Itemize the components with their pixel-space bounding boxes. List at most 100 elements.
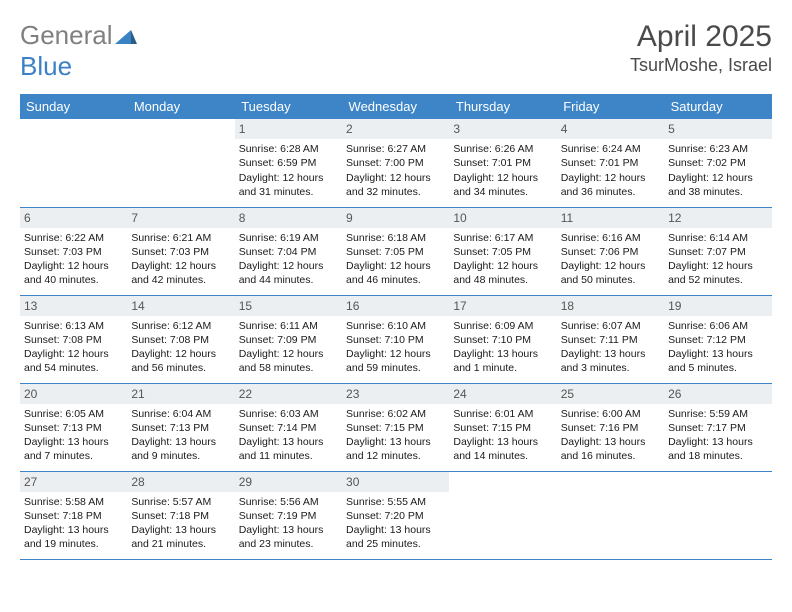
daylight-text: Daylight: 12 hours	[346, 171, 445, 185]
weekday-header: Sunday	[20, 94, 127, 119]
daylight-text: Daylight: 13 hours	[453, 347, 552, 361]
daylight-text: Daylight: 12 hours	[346, 259, 445, 273]
day-number: 18	[557, 296, 664, 316]
day-number: 4	[557, 119, 664, 139]
daylight-text: and 38 minutes.	[668, 185, 767, 199]
sunrise-text: Sunrise: 6:26 AM	[453, 142, 552, 156]
daylight-text: and 16 minutes.	[561, 449, 660, 463]
daylight-text: Daylight: 12 hours	[239, 259, 338, 273]
day-number: 26	[664, 384, 771, 404]
daylight-text: and 48 minutes.	[453, 273, 552, 287]
sunset-text: Sunset: 6:59 PM	[239, 156, 338, 170]
daylight-text: Daylight: 12 hours	[561, 171, 660, 185]
day-number: 8	[235, 208, 342, 228]
daylight-text: and 52 minutes.	[668, 273, 767, 287]
sunrise-text: Sunrise: 6:27 AM	[346, 142, 445, 156]
sunset-text: Sunset: 7:15 PM	[453, 421, 552, 435]
daylight-text: Daylight: 12 hours	[668, 171, 767, 185]
day-number: 29	[235, 472, 342, 492]
calendar-day-cell	[449, 471, 556, 559]
title-block: April 2025 TsurMoshe, Israel	[630, 20, 772, 76]
sunrise-text: Sunrise: 6:10 AM	[346, 319, 445, 333]
calendar-day-cell: 17Sunrise: 6:09 AMSunset: 7:10 PMDayligh…	[449, 295, 556, 383]
daylight-text: and 19 minutes.	[24, 537, 123, 551]
daylight-text: Daylight: 12 hours	[453, 171, 552, 185]
sunset-text: Sunset: 7:11 PM	[561, 333, 660, 347]
day-number: 12	[664, 208, 771, 228]
day-number: 19	[664, 296, 771, 316]
header: General Blue April 2025 TsurMoshe, Israe…	[20, 20, 772, 82]
sunrise-text: Sunrise: 6:09 AM	[453, 319, 552, 333]
calendar-day-cell: 18Sunrise: 6:07 AMSunset: 7:11 PMDayligh…	[557, 295, 664, 383]
day-number: 9	[342, 208, 449, 228]
daylight-text: and 31 minutes.	[239, 185, 338, 199]
calendar-day-cell: 24Sunrise: 6:01 AMSunset: 7:15 PMDayligh…	[449, 383, 556, 471]
sunrise-text: Sunrise: 5:56 AM	[239, 495, 338, 509]
day-number: 22	[235, 384, 342, 404]
sunrise-text: Sunrise: 6:03 AM	[239, 407, 338, 421]
calendar-day-cell: 8 Sunrise: 6:19 AMSunset: 7:04 PMDaylight…	[235, 207, 342, 295]
sunrise-text: Sunrise: 6:19 AM	[239, 231, 338, 245]
brand-part2: Blue	[20, 51, 72, 81]
sunset-text: Sunset: 7:08 PM	[24, 333, 123, 347]
calendar-week-row: 27Sunrise: 5:58 AMSunset: 7:18 PMDayligh…	[20, 471, 772, 559]
sunset-text: Sunset: 7:19 PM	[239, 509, 338, 523]
calendar-day-cell: 3Sunrise: 6:26 AMSunset: 7:01 PMDaylight…	[449, 119, 556, 207]
sunrise-text: Sunrise: 6:11 AM	[239, 319, 338, 333]
sunrise-text: Sunrise: 6:24 AM	[561, 142, 660, 156]
calendar-day-cell: 6Sunrise: 6:22 AMSunset: 7:03 PMDaylight…	[20, 207, 127, 295]
sunrise-text: Sunrise: 6:05 AM	[24, 407, 123, 421]
sunset-text: Sunset: 7:09 PM	[239, 333, 338, 347]
daylight-text: and 12 minutes.	[346, 449, 445, 463]
daylight-text: Daylight: 12 hours	[239, 171, 338, 185]
sunrise-text: Sunrise: 6:21 AM	[131, 231, 230, 245]
day-number: 14	[127, 296, 234, 316]
sunset-text: Sunset: 7:00 PM	[346, 156, 445, 170]
calendar-day-cell	[557, 471, 664, 559]
calendar-body: 1Sunrise: 6:28 AMSunset: 6:59 PMDaylight…	[20, 119, 772, 559]
daylight-text: Daylight: 13 hours	[239, 523, 338, 537]
calendar-week-row: 6Sunrise: 6:22 AMSunset: 7:03 PMDaylight…	[20, 207, 772, 295]
weekday-header: Friday	[557, 94, 664, 119]
day-number: 6	[20, 208, 127, 228]
weekday-header: Saturday	[664, 94, 771, 119]
sunrise-text: Sunrise: 6:13 AM	[24, 319, 123, 333]
daylight-text: Daylight: 13 hours	[131, 435, 230, 449]
daylight-text: and 9 minutes.	[131, 449, 230, 463]
sunset-text: Sunset: 7:15 PM	[346, 421, 445, 435]
sunset-text: Sunset: 7:14 PM	[239, 421, 338, 435]
location-label: TsurMoshe, Israel	[630, 55, 772, 76]
day-number: 1	[235, 119, 342, 139]
calendar-day-cell: 7Sunrise: 6:21 AMSunset: 7:03 PMDaylight…	[127, 207, 234, 295]
sunset-text: Sunset: 7:04 PM	[239, 245, 338, 259]
daylight-text: and 40 minutes.	[24, 273, 123, 287]
day-number: 3	[449, 119, 556, 139]
day-number: 25	[557, 384, 664, 404]
calendar-day-cell: 26Sunrise: 5:59 AMSunset: 7:17 PMDayligh…	[664, 383, 771, 471]
daylight-text: and 25 minutes.	[346, 537, 445, 551]
calendar-day-cell: 20Sunrise: 6:05 AMSunset: 7:13 PMDayligh…	[20, 383, 127, 471]
daylight-text: and 42 minutes.	[131, 273, 230, 287]
sunrise-text: Sunrise: 5:58 AM	[24, 495, 123, 509]
calendar-day-cell: 9Sunrise: 6:18 AMSunset: 7:05 PMDaylight…	[342, 207, 449, 295]
sunset-text: Sunset: 7:07 PM	[668, 245, 767, 259]
sunrise-text: Sunrise: 6:14 AM	[668, 231, 767, 245]
daylight-text: and 3 minutes.	[561, 361, 660, 375]
daylight-text: Daylight: 12 hours	[668, 259, 767, 273]
daylight-text: Daylight: 12 hours	[131, 347, 230, 361]
sunset-text: Sunset: 7:13 PM	[24, 421, 123, 435]
daylight-text: Daylight: 13 hours	[561, 347, 660, 361]
sunset-text: Sunset: 7:05 PM	[346, 245, 445, 259]
daylight-text: Daylight: 12 hours	[24, 259, 123, 273]
brand-logo: General Blue	[20, 20, 137, 82]
calendar-week-row: 20Sunrise: 6:05 AMSunset: 7:13 PMDayligh…	[20, 383, 772, 471]
calendar-day-cell	[664, 471, 771, 559]
daylight-text: and 7 minutes.	[24, 449, 123, 463]
sunset-text: Sunset: 7:08 PM	[131, 333, 230, 347]
sunrise-text: Sunrise: 6:00 AM	[561, 407, 660, 421]
day-number: 28	[127, 472, 234, 492]
weekday-header: Wednesday	[342, 94, 449, 119]
sunset-text: Sunset: 7:06 PM	[561, 245, 660, 259]
daylight-text: and 46 minutes.	[346, 273, 445, 287]
sunset-text: Sunset: 7:13 PM	[131, 421, 230, 435]
